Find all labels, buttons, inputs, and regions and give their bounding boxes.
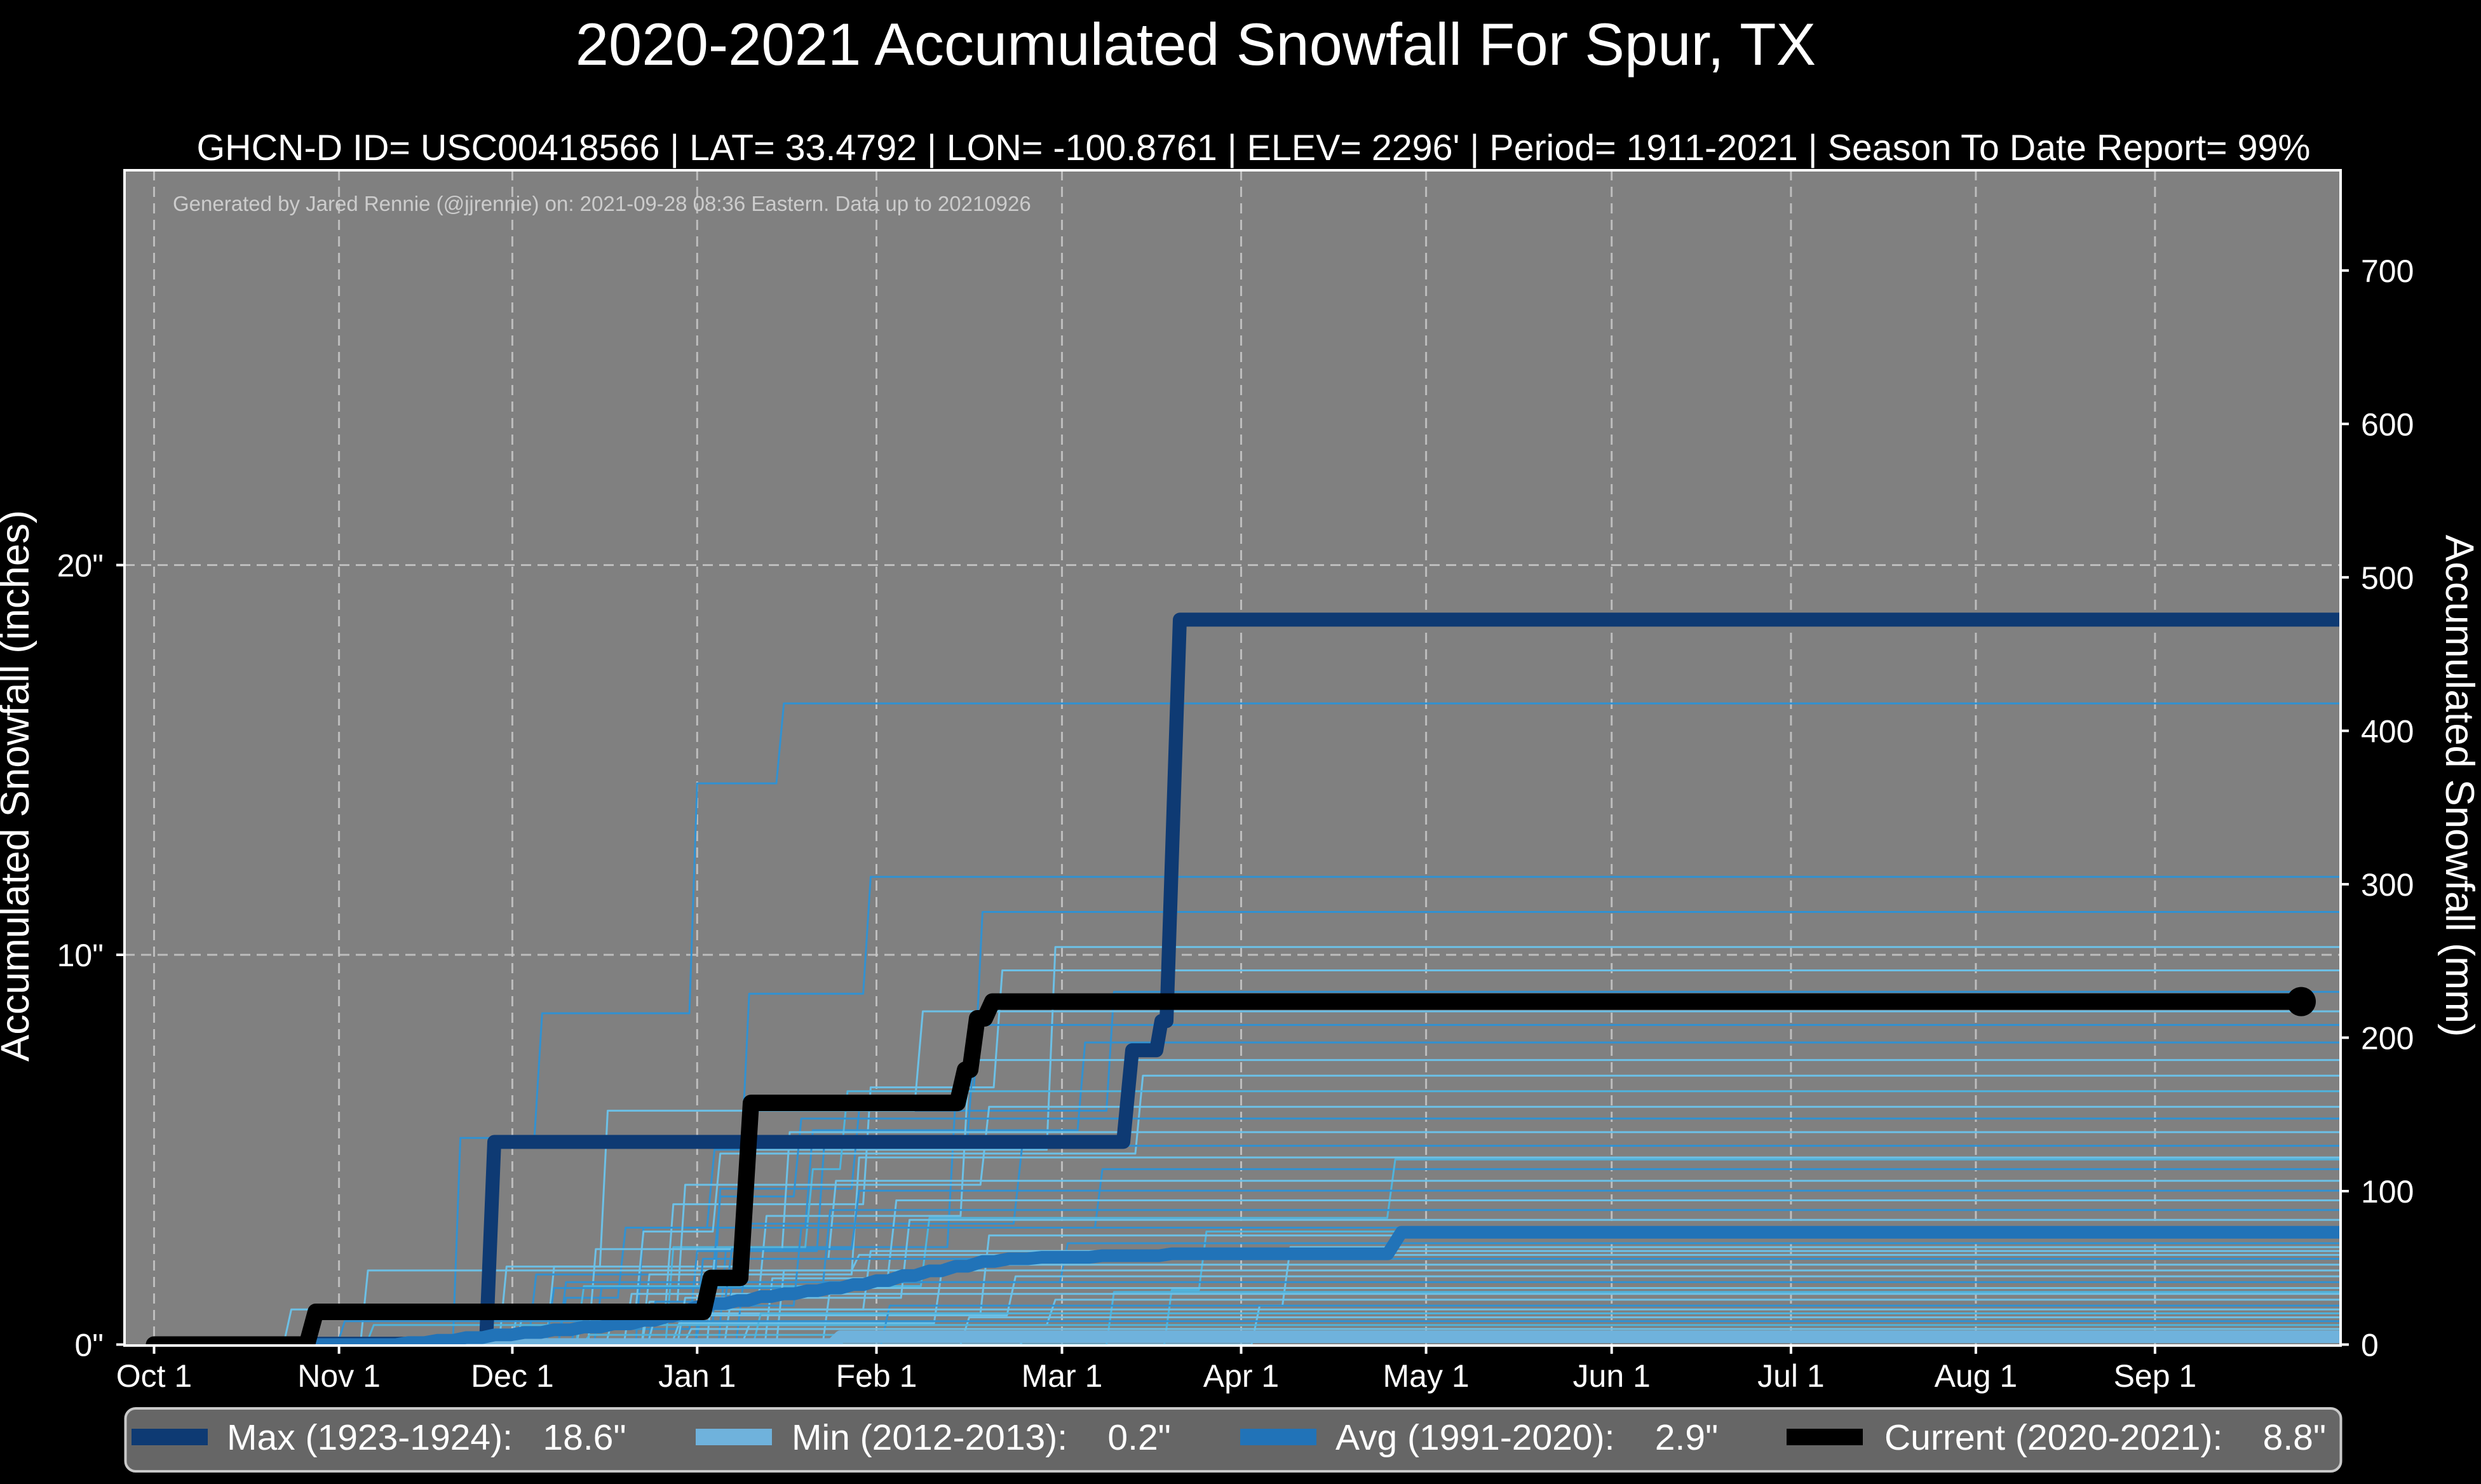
svg-text:Mar 1: Mar 1 (1022, 1358, 1103, 1394)
svg-text:GHCN-D ID= USC00418566 | LAT=: GHCN-D ID= USC00418566 | LAT= 33.4792 | … (197, 128, 2311, 168)
svg-text:Feb 1: Feb 1 (836, 1358, 917, 1394)
svg-text:Jun 1: Jun 1 (1573, 1358, 1651, 1394)
svg-text:Aug 1: Aug 1 (1935, 1358, 2018, 1394)
svg-text:Nov 1: Nov 1 (297, 1358, 381, 1394)
svg-text:Max (1923-1924): 18.6": Max (1923-1924): 18.6" (227, 1417, 626, 1458)
svg-text:200: 200 (2361, 1020, 2414, 1056)
svg-text:Accumulated Snowfall (mm): Accumulated Snowfall (mm) (2437, 535, 2481, 1037)
svg-text:Sep 1: Sep 1 (2114, 1358, 2197, 1394)
svg-text:0": 0" (74, 1328, 104, 1363)
svg-text:300: 300 (2361, 867, 2414, 903)
svg-text:700: 700 (2361, 253, 2414, 289)
svg-text:Jul 1: Jul 1 (1757, 1358, 1825, 1394)
svg-text:Jan 1: Jan 1 (658, 1358, 736, 1394)
svg-text:Dec 1: Dec 1 (471, 1358, 554, 1394)
svg-text:10": 10" (57, 938, 104, 973)
svg-text:Avg (1991-2020): 2.9": Avg (1991-2020): 2.9" (1335, 1417, 1718, 1458)
svg-text:May 1: May 1 (1383, 1358, 1470, 1394)
svg-text:500: 500 (2361, 560, 2414, 596)
svg-text:0: 0 (2361, 1328, 2379, 1363)
svg-text:Apr 1: Apr 1 (1203, 1358, 1280, 1394)
svg-text:100: 100 (2361, 1174, 2414, 1210)
svg-text:20": 20" (57, 548, 104, 584)
svg-text:2020-2021 Accumulated Snowfall: 2020-2021 Accumulated Snowfall For Spur,… (576, 11, 1816, 78)
svg-text:Generated by Jared Rennie (@jj: Generated by Jared Rennie (@jjrennie) on… (173, 192, 1031, 215)
svg-text:Accumulated Snowfall (inches): Accumulated Snowfall (inches) (0, 510, 37, 1062)
svg-text:400: 400 (2361, 713, 2414, 749)
svg-text:Current (2020-2021): 8.8": Current (2020-2021): 8.8" (1884, 1417, 2326, 1458)
svg-text:600: 600 (2361, 407, 2414, 442)
svg-text:Min (2012-2013): 0.2": Min (2012-2013): 0.2" (792, 1417, 1171, 1458)
svg-text:Oct 1: Oct 1 (116, 1358, 192, 1394)
